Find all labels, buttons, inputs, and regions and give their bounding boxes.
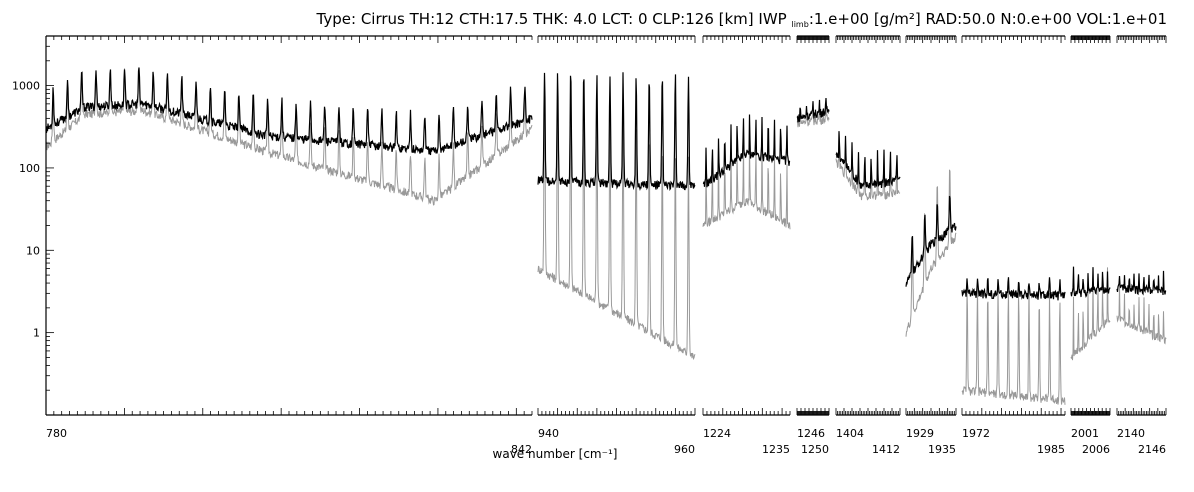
- x-tick-label-end: 2006: [1082, 443, 1110, 456]
- series-black: [702, 114, 791, 188]
- series-gray: [1116, 284, 1167, 345]
- series-black: [537, 72, 696, 192]
- y-axis: 1000 100 10 1: [12, 35, 54, 416]
- x-tick-label-end: 1985: [1037, 443, 1065, 456]
- title-main: Type: Cirrus TH:12 CTH:17.5 THK: 4.0 LCT…: [316, 10, 792, 28]
- y-tick-label: 100: [19, 162, 40, 175]
- title-rest: :1.e+00 [g/m²] RAD:50.0 N:0.e+00 VOL:1.e…: [809, 10, 1167, 28]
- x-tick-label-end: 1250: [801, 443, 829, 456]
- segment-1929-1935: 1929 1935: [905, 35, 957, 456]
- x-tick-label-end: 1935: [928, 443, 956, 456]
- y-tick-label: 1000: [12, 80, 40, 93]
- x-tick-label-end: 960: [674, 443, 695, 456]
- segment-2001-2006: 2001 2006: [1070, 35, 1111, 456]
- segment-1972-1985: 1972 1985: [961, 35, 1066, 456]
- x-tick-label-end: 1412: [872, 443, 900, 456]
- segment-940-960: 940 960: [537, 35, 696, 456]
- series-black: [835, 131, 901, 189]
- series-black: [905, 195, 957, 287]
- x-tick-label-start: 1404: [836, 427, 864, 440]
- x-tick-label-start: 2001: [1071, 427, 1099, 440]
- series-black: [1070, 266, 1111, 298]
- series-gray: [702, 142, 791, 230]
- series-black: [45, 67, 533, 156]
- chart-title: Type: Cirrus TH:12 CTH:17.5 THK: 4.0 LCT…: [316, 10, 1167, 29]
- x-tick-label-start: 1972: [962, 427, 990, 440]
- x-axis-label: wave number [cm⁻¹]: [493, 447, 618, 461]
- segment-1224-1235: 1224 1235: [702, 35, 791, 456]
- series-gray: [835, 131, 901, 201]
- segment-780-842: 780 842: [45, 35, 533, 456]
- spectral-segments: 780 842 940 960 1224 1235 1246 1250 1404 1412 1929…: [45, 35, 1167, 456]
- x-tick-label-start: 940: [538, 427, 559, 440]
- y-tick-label: 10: [26, 244, 40, 257]
- series-black: [961, 277, 1066, 301]
- x-tick-label-end: 1235: [762, 443, 790, 456]
- x-tick-label-start: 1929: [906, 427, 934, 440]
- series-gray: [961, 286, 1066, 405]
- x-tick-label-end: 842: [511, 443, 532, 456]
- series-gray: [537, 74, 696, 361]
- y-tick-label: 1: [33, 327, 40, 340]
- x-tick-label-start: 1224: [703, 427, 731, 440]
- segment-1404-1412: 1404 1412: [835, 35, 901, 456]
- x-tick-label-start: 2140: [1117, 427, 1145, 440]
- x-tick-label-start: 1246: [797, 427, 825, 440]
- series-gray: [45, 68, 533, 206]
- series-gray: [905, 169, 957, 337]
- series-gray: [1070, 267, 1111, 361]
- x-tick-label-start: 780: [46, 427, 67, 440]
- x-tick-label-end: 2146: [1138, 443, 1166, 456]
- segment-2140-2146: 2140 2146: [1116, 35, 1167, 456]
- series-black: [796, 97, 830, 123]
- title-subscript: limb: [791, 20, 808, 29]
- segment-1246-1250: 1246 1250: [796, 35, 830, 456]
- series-black: [1116, 270, 1167, 296]
